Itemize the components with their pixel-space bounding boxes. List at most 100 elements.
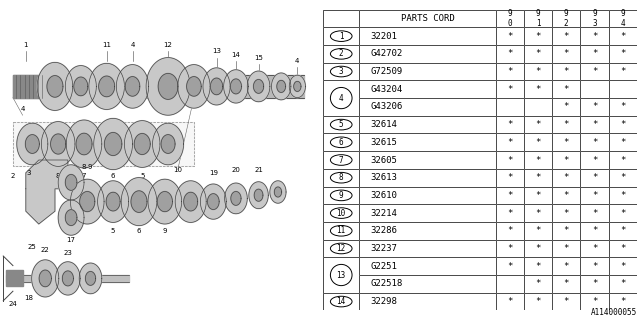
Text: 32214: 32214 xyxy=(370,209,397,218)
Polygon shape xyxy=(89,63,124,109)
Text: *: * xyxy=(564,120,569,129)
Text: G2251: G2251 xyxy=(370,262,397,271)
Text: *: * xyxy=(535,85,541,94)
Text: *: * xyxy=(535,49,541,58)
Polygon shape xyxy=(294,81,301,92)
Text: *: * xyxy=(564,67,569,76)
Text: *: * xyxy=(535,191,541,200)
Text: *: * xyxy=(507,226,513,235)
Text: *: * xyxy=(592,191,597,200)
Text: *: * xyxy=(620,279,625,288)
Polygon shape xyxy=(104,132,122,156)
Text: *: * xyxy=(535,209,541,218)
Text: 19: 19 xyxy=(209,170,218,176)
Text: G43206: G43206 xyxy=(370,102,403,111)
Polygon shape xyxy=(26,135,39,153)
Text: *: * xyxy=(564,244,569,253)
Text: *: * xyxy=(592,102,597,111)
Text: *: * xyxy=(620,156,625,164)
Polygon shape xyxy=(26,160,68,224)
Polygon shape xyxy=(289,75,305,98)
Text: *: * xyxy=(564,102,569,111)
Text: 6: 6 xyxy=(137,228,141,234)
Text: *: * xyxy=(620,173,625,182)
Polygon shape xyxy=(76,133,92,155)
Polygon shape xyxy=(65,66,96,107)
Text: 14: 14 xyxy=(337,297,346,306)
Text: 2: 2 xyxy=(11,173,15,179)
Text: 9: 9 xyxy=(339,191,344,200)
Text: 4: 4 xyxy=(20,106,25,112)
Text: 9
1: 9 1 xyxy=(536,9,540,28)
Text: *: * xyxy=(620,209,625,218)
Text: *: * xyxy=(507,173,513,182)
Text: 9
4: 9 4 xyxy=(620,9,625,28)
Polygon shape xyxy=(125,76,140,96)
Text: G72509: G72509 xyxy=(370,67,403,76)
Text: 1: 1 xyxy=(24,42,28,48)
Polygon shape xyxy=(74,77,88,96)
Polygon shape xyxy=(152,123,184,165)
Text: *: * xyxy=(592,244,597,253)
Text: 10: 10 xyxy=(337,209,346,218)
Text: *: * xyxy=(592,279,597,288)
Text: *: * xyxy=(592,49,597,58)
Text: 9
3: 9 3 xyxy=(592,9,596,28)
Text: 10: 10 xyxy=(173,167,182,173)
Text: *: * xyxy=(620,138,625,147)
Text: 24: 24 xyxy=(8,301,17,307)
Text: *: * xyxy=(620,297,625,306)
Text: PARTS CORD: PARTS CORD xyxy=(401,14,454,23)
Text: *: * xyxy=(507,156,513,164)
Text: 6: 6 xyxy=(111,173,115,179)
Text: 8: 8 xyxy=(56,173,60,179)
Text: 32298: 32298 xyxy=(370,297,397,306)
Polygon shape xyxy=(275,187,282,197)
Text: *: * xyxy=(507,138,513,147)
Polygon shape xyxy=(47,76,63,97)
Text: 32286: 32286 xyxy=(370,226,397,235)
Text: *: * xyxy=(564,138,569,147)
Text: 21: 21 xyxy=(254,167,263,173)
Text: *: * xyxy=(535,173,541,182)
Text: *: * xyxy=(564,262,569,271)
Text: *: * xyxy=(592,297,597,306)
Text: *: * xyxy=(564,156,569,164)
Text: *: * xyxy=(620,67,625,76)
Text: 32613: 32613 xyxy=(370,173,397,182)
Text: *: * xyxy=(592,67,597,76)
Polygon shape xyxy=(148,179,182,224)
Polygon shape xyxy=(13,75,45,98)
Polygon shape xyxy=(58,200,84,235)
Text: *: * xyxy=(564,49,569,58)
Text: *: * xyxy=(620,244,625,253)
Text: *: * xyxy=(535,262,541,271)
Polygon shape xyxy=(56,262,80,295)
Text: *: * xyxy=(535,32,541,41)
Text: 32605: 32605 xyxy=(370,156,397,164)
Text: 9
0: 9 0 xyxy=(508,9,512,28)
Text: 17: 17 xyxy=(67,237,76,243)
Text: 14: 14 xyxy=(232,52,241,58)
Polygon shape xyxy=(65,210,77,226)
Polygon shape xyxy=(6,270,22,286)
Text: 3: 3 xyxy=(27,170,31,176)
Text: *: * xyxy=(592,262,597,271)
Polygon shape xyxy=(13,75,304,98)
Text: *: * xyxy=(592,120,597,129)
Text: *: * xyxy=(507,297,513,306)
Text: 11: 11 xyxy=(337,226,346,235)
Polygon shape xyxy=(80,192,95,212)
Text: *: * xyxy=(620,32,625,41)
Polygon shape xyxy=(70,179,104,224)
Text: *: * xyxy=(507,67,513,76)
Text: 23: 23 xyxy=(63,250,72,256)
Text: *: * xyxy=(535,138,541,147)
Text: 8: 8 xyxy=(339,173,344,182)
Text: *: * xyxy=(507,191,513,200)
Polygon shape xyxy=(161,135,175,153)
Text: *: * xyxy=(535,279,541,288)
Polygon shape xyxy=(99,76,115,97)
Text: 5: 5 xyxy=(140,173,145,179)
Text: G22518: G22518 xyxy=(370,279,403,288)
